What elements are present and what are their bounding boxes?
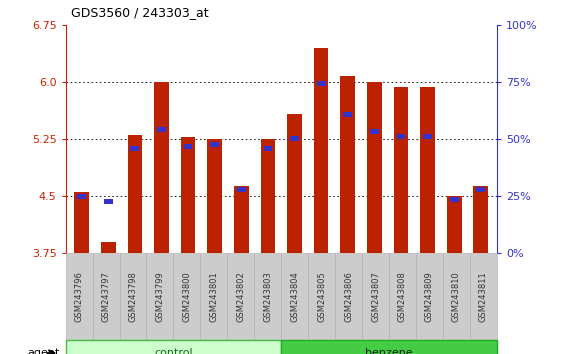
Text: GSM243807: GSM243807 [371,271,380,322]
Bar [397,134,405,139]
Bar [447,196,461,253]
Text: GDS3560 / 243303_at: GDS3560 / 243303_at [71,6,209,19]
Bar [476,187,485,193]
Text: GSM243801: GSM243801 [210,271,218,322]
Text: GSM243797: GSM243797 [102,271,111,322]
Text: GSM243806: GSM243806 [344,271,353,322]
Bar [181,137,195,253]
Bar [184,144,192,149]
Bar [104,199,112,204]
Bar [367,82,381,253]
Bar [314,48,328,253]
Text: GSM243811: GSM243811 [479,271,488,322]
Bar [450,197,459,202]
Text: GSM243810: GSM243810 [452,271,461,322]
Bar [393,87,408,253]
Text: GSM243796: GSM243796 [75,271,83,322]
Bar [423,134,432,139]
Bar [340,76,355,253]
Bar [234,186,248,253]
Text: GSM243800: GSM243800 [182,271,191,322]
Bar [130,145,139,150]
Bar [157,126,166,132]
Bar [317,81,325,86]
Bar [370,129,379,134]
Text: GSM243803: GSM243803 [263,271,272,322]
Text: control: control [154,348,193,354]
Bar [101,242,115,253]
Text: benzene: benzene [365,348,413,354]
Text: GSM243809: GSM243809 [425,271,434,322]
Bar [260,139,275,253]
Text: GSM243808: GSM243808 [398,271,407,322]
Bar [77,194,86,199]
Text: GSM243802: GSM243802 [236,271,246,322]
Bar [74,192,89,253]
Bar [207,139,222,253]
Bar [473,186,488,253]
Bar [343,112,352,117]
Bar [264,145,272,150]
Text: GSM243798: GSM243798 [128,271,138,322]
Bar [290,136,299,142]
Bar [154,82,169,253]
Bar [210,142,219,147]
Text: GSM243804: GSM243804 [290,271,299,322]
Bar [127,135,142,253]
Text: agent: agent [27,348,60,354]
Bar [420,87,435,253]
Text: GSM243805: GSM243805 [317,271,326,322]
Text: GSM243799: GSM243799 [155,271,164,322]
Bar [287,114,302,253]
Bar [237,187,246,193]
